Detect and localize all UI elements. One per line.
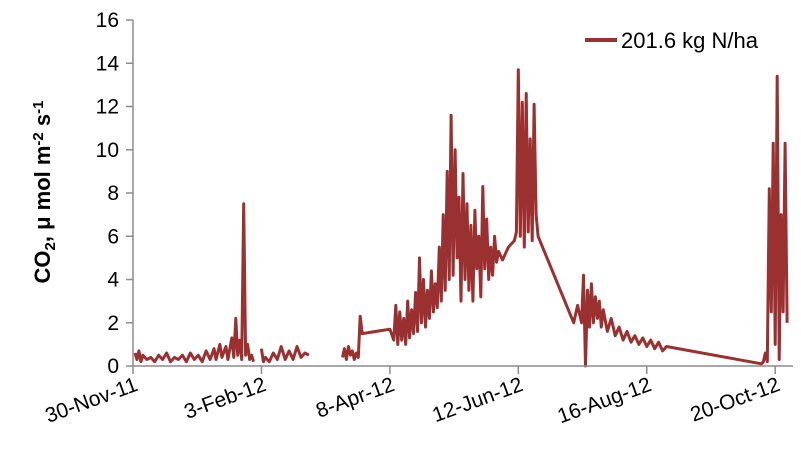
x-tick-label: 12-Jun-12 [429,373,526,427]
y-tick-label: 10 [96,139,119,162]
legend: 201.6 kg N/ha [585,28,759,53]
y-tick-label: 8 [107,182,119,205]
y-tick-label: 0 [107,355,119,378]
y-tick-label: 16 [96,9,119,32]
y-axis-title: CO2, μ mol m-2 s-1 [30,101,59,284]
x-tick-label: 30-Nov-11 [42,373,141,428]
x-tick-label: 16-Aug-12 [554,373,654,428]
series-group [133,68,789,368]
x-tick-label: 3-Feb-12 [181,373,269,424]
y-tick-label: 6 [107,225,119,248]
series-line [259,345,310,364]
legend-label: 201.6 kg N/ha [621,28,759,53]
y-axis-title-part: -2 [30,132,47,145]
y-tick-label: 4 [107,269,119,292]
y-axis-title-part: CO [30,250,55,283]
y-tick-label: 2 [107,312,119,335]
x-tick-label: 8-Apr-12 [313,373,398,423]
y-tick-label: 14 [96,52,120,75]
x-tick-label: 20-Oct-12 [687,373,783,427]
x-axis-ticks: 30-Nov-11 3-Feb-12 8-Apr-12 12-Jun-12 16-Aug… [42,366,783,428]
y-axis-label: CO2, μ mol m-2 s-1 [30,101,59,284]
y-axis-title-part: s [30,114,55,132]
y-axis-title-part: -1 [30,101,47,114]
y-tick-label: 12 [96,96,119,119]
y-axis-title-part: , μ mol m [30,146,55,243]
series-line [133,202,255,364]
series-line [341,68,789,368]
y-axis-title-part: 2 [42,242,59,250]
y-axis-ticks: 0 2 4 6 8 10 12 14 16 [96,9,133,378]
